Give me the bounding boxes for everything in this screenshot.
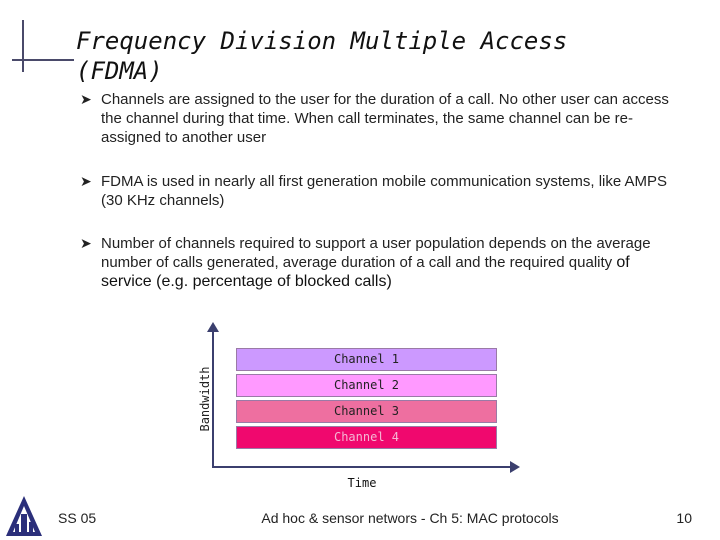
bullet-text-container: Number of channels required to support a…	[101, 234, 670, 291]
university-logo-icon	[6, 496, 42, 536]
bullet-text-emphasis: of service (e.g. percentage of blocked c…	[101, 254, 630, 290]
arrow-right-icon	[510, 461, 520, 473]
bullet-item: ➤ Channels are assigned to the user for …	[80, 90, 670, 147]
channel-1-band: Channel 1	[236, 348, 497, 371]
bandwidth-axis-label: Bandwidth	[198, 366, 212, 432]
arrow-bullet-icon: ➤	[80, 91, 92, 107]
slide-title: Frequency Division Multiple Access (FDMA…	[76, 27, 568, 85]
arrow-up-icon	[207, 322, 219, 332]
channel-4-band: Channel 4	[236, 426, 497, 449]
footer-course-title: Ad hoc & sensor networs - Ch 5: MAC prot…	[261, 510, 559, 526]
time-axis-label: Time	[347, 476, 377, 490]
bullet-text: Channels are assigned to the user for th…	[101, 91, 669, 146]
footer-semester: SS 05	[58, 510, 97, 526]
bullet-text: Number of channels required to support a…	[101, 235, 651, 271]
channel-2-band: Channel 2	[236, 374, 497, 397]
title-accent-vertical-line	[22, 20, 24, 72]
page-number: 10	[676, 510, 692, 526]
bullet-item: ➤ Number of channels required to support…	[80, 234, 670, 291]
bullet-text: FDMA is used in nearly all first generat…	[101, 173, 668, 209]
bandwidth-axis	[212, 330, 214, 468]
title-accent-horizontal-line	[12, 59, 74, 61]
bullet-item: ➤ FDMA is used in nearly all first gener…	[80, 172, 670, 210]
time-axis	[212, 466, 512, 468]
arrow-bullet-icon: ➤	[80, 235, 92, 251]
channel-3-band: Channel 3	[236, 400, 497, 423]
arrow-bullet-icon: ➤	[80, 173, 92, 189]
